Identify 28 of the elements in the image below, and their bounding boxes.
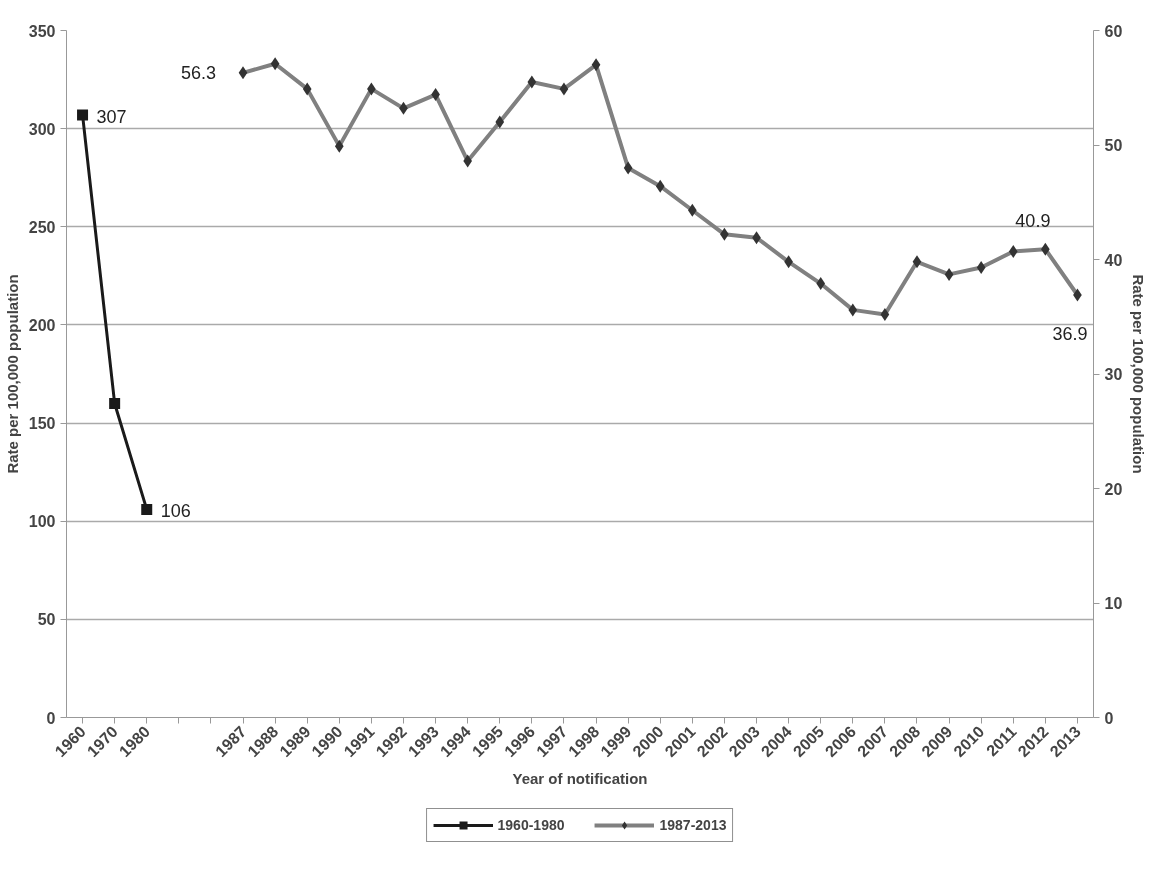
y-tick-label: 100	[28, 513, 56, 531]
x-axis-title: Year of notification	[512, 770, 648, 788]
y-tick-label: 0	[46, 709, 56, 727]
y2-tick-label: 10	[1104, 595, 1123, 612]
y-tick-label: 350	[28, 22, 56, 40]
y2-tick-label: 20	[1104, 480, 1123, 498]
point	[109, 397, 121, 409]
y2-tick-label: 60	[1104, 22, 1123, 40]
y-tick-label: 200	[28, 316, 56, 334]
point	[141, 503, 153, 515]
y-tick-label: 50	[37, 611, 56, 629]
data-label: 56.3	[181, 62, 217, 83]
data-label: 40.9	[1015, 211, 1051, 232]
y-tick-label: 300	[28, 120, 56, 138]
point	[77, 109, 89, 121]
y-tick-label: 250	[28, 218, 56, 236]
y2-tick-label: 30	[1104, 366, 1123, 383]
y-tick-label: 150	[28, 415, 56, 433]
y2-tick-label: 0	[1104, 709, 1114, 727]
y2-axis-title: Rate per 100,000 population	[1130, 274, 1148, 474]
y2-tick-label: 40	[1104, 251, 1123, 269]
legend-label: 1987-2013	[659, 817, 727, 833]
data-label: 307	[96, 106, 127, 127]
legend-label: 1960-1980	[497, 817, 565, 833]
data-label: 106	[160, 501, 191, 522]
y-axis-title: Rate per 100,000 population	[3, 274, 21, 474]
y2-tick-label: 50	[1104, 137, 1123, 154]
data-label: 36.9	[1052, 323, 1088, 344]
